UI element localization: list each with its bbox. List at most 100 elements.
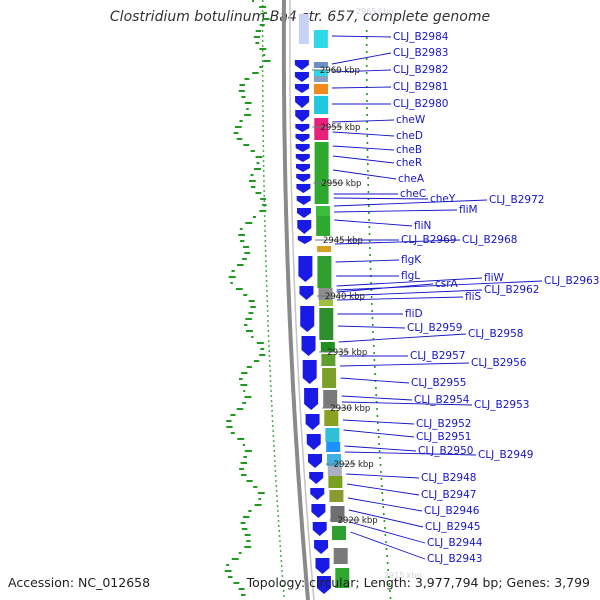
gc-right-mark bbox=[365, 51, 368, 53]
gc-baseline-mark bbox=[261, 35, 264, 37]
gc-right-mark bbox=[366, 149, 369, 151]
gc-right-mark bbox=[367, 170, 369, 172]
gc-right-mark bbox=[382, 499, 384, 501]
gene-label-line bbox=[343, 429, 415, 438]
gene-label: CLJ_B2950 bbox=[418, 445, 473, 457]
topology-text: Topology: circular; Length: 3,977,794 bp… bbox=[246, 575, 590, 590]
gc-baseline-mark bbox=[270, 390, 272, 392]
gc-baseline-mark bbox=[262, 115, 264, 117]
gc-mark bbox=[241, 372, 248, 374]
cds-arrow bbox=[310, 488, 325, 500]
cds-arrow bbox=[296, 208, 311, 218]
gc-mark bbox=[242, 258, 247, 260]
gc-baseline-mark bbox=[263, 215, 266, 217]
gene-label: CLJ_B2980 bbox=[393, 98, 448, 110]
gc-mark bbox=[238, 588, 245, 590]
cds-arrow bbox=[298, 256, 313, 282]
gc-baseline-mark bbox=[276, 495, 278, 497]
gc-baseline-mark bbox=[270, 385, 272, 387]
gc-baseline-mark bbox=[282, 580, 284, 582]
gc-baseline-mark bbox=[264, 225, 266, 227]
gc-mark bbox=[254, 504, 262, 506]
gc-mark bbox=[244, 252, 251, 254]
cds-arrow bbox=[302, 360, 317, 384]
gene-label-line bbox=[332, 119, 395, 123]
feature-block bbox=[335, 568, 350, 588]
feature-block bbox=[326, 442, 341, 452]
gc-mark bbox=[259, 210, 267, 212]
gc-baseline-mark bbox=[282, 590, 285, 592]
gc-right-mark bbox=[376, 408, 378, 410]
gc-mark bbox=[244, 102, 252, 104]
gene-label: CLJ_B2956 bbox=[471, 357, 527, 369]
feature-track bbox=[313, 30, 350, 588]
gc-mark bbox=[241, 594, 246, 596]
cds-arrow bbox=[312, 522, 327, 536]
gc-mark bbox=[230, 282, 233, 284]
gc-baseline-mark bbox=[266, 305, 269, 307]
gene-label: CLJ_B2957 bbox=[410, 350, 465, 362]
feature-block bbox=[317, 256, 332, 288]
gc-baseline-mark bbox=[262, 95, 264, 97]
gene-label: CLJ_B2982 bbox=[393, 64, 448, 76]
gc-right-mark bbox=[389, 590, 391, 592]
gc-right-mark bbox=[376, 415, 379, 417]
gc-baseline-mark bbox=[280, 560, 283, 562]
gc-right-mark bbox=[370, 296, 373, 298]
gc-right-mark bbox=[365, 44, 368, 46]
gene-label: CLJ_B2946 bbox=[424, 505, 480, 517]
gc-baseline-mark bbox=[262, 150, 265, 152]
gene-label-line bbox=[336, 289, 483, 297]
gc-mark bbox=[260, 348, 265, 350]
gc-baseline-mark bbox=[279, 540, 281, 542]
gc-mark bbox=[231, 270, 235, 272]
cds-arrow bbox=[296, 174, 311, 182]
gene-label: cheB bbox=[396, 144, 422, 156]
gc-mark bbox=[241, 474, 247, 476]
gc-baseline-mark bbox=[272, 440, 275, 442]
gc-right-mark bbox=[365, 72, 368, 74]
gc-baseline-mark bbox=[262, 135, 264, 137]
gc-mark bbox=[244, 114, 252, 116]
gc-mark bbox=[248, 312, 254, 314]
gc-mark bbox=[252, 0, 254, 2]
gc-mark bbox=[260, 198, 266, 200]
cds-arrow bbox=[295, 144, 310, 152]
gc-baseline-mark bbox=[264, 245, 267, 247]
gc-baseline-mark bbox=[261, 20, 264, 22]
cds-arrow bbox=[311, 504, 326, 518]
gc-baseline-mark bbox=[275, 485, 278, 487]
gc-baseline-mark bbox=[261, 65, 264, 67]
gc-baseline-mark bbox=[278, 535, 281, 537]
gene-label: CLJ_B2952 bbox=[416, 418, 471, 430]
gene-label-line bbox=[333, 199, 488, 207]
feature-block bbox=[333, 548, 348, 564]
gc-right-mark bbox=[372, 338, 375, 340]
gc-mark bbox=[243, 294, 248, 296]
gc-mark bbox=[259, 66, 263, 68]
gc-mark bbox=[244, 534, 251, 536]
gc-baseline-mark bbox=[262, 130, 264, 132]
gene-label-line bbox=[334, 209, 458, 213]
gc-baseline-mark bbox=[268, 350, 270, 352]
gc-baseline-mark bbox=[281, 575, 284, 577]
gc-right-mark bbox=[366, 128, 368, 130]
gc-right-mark bbox=[368, 233, 371, 235]
gene-label-line bbox=[331, 69, 392, 73]
kbp-tick-label: 2920 kbp bbox=[338, 516, 378, 526]
gc-mark bbox=[238, 552, 242, 554]
gc-baseline-mark bbox=[261, 10, 264, 12]
gc-baseline-mark bbox=[275, 480, 277, 482]
gc-right-mark bbox=[375, 387, 377, 389]
cds-arrow bbox=[306, 434, 321, 450]
gc-baseline-mark bbox=[262, 165, 265, 167]
feature-block bbox=[316, 216, 331, 236]
cds-arrow bbox=[299, 286, 314, 300]
gene-label-line bbox=[333, 197, 429, 200]
gc-baseline-mark bbox=[263, 170, 265, 172]
gc-right-mark bbox=[377, 422, 379, 424]
gc-mark bbox=[255, 156, 263, 158]
gc-baseline-mark bbox=[270, 395, 273, 397]
gc-baseline-mark bbox=[263, 210, 266, 212]
